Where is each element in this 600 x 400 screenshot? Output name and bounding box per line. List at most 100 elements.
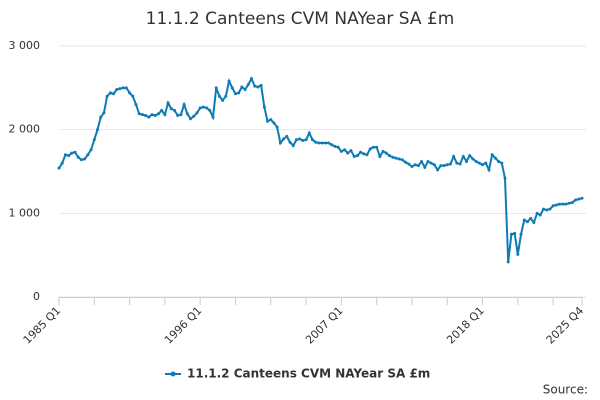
data-point: [275, 125, 279, 129]
data-point: [272, 121, 276, 125]
data-point: [452, 154, 456, 158]
data-point: [233, 92, 237, 96]
data-point: [70, 151, 74, 155]
data-point: [484, 161, 488, 165]
data-point: [423, 165, 427, 169]
data-point: [551, 204, 555, 208]
data-point: [580, 196, 584, 200]
data-point: [349, 149, 353, 153]
data-point: [179, 113, 183, 117]
chart-title: 11.1.2 Canteens CVM NAYear SA £m: [146, 9, 455, 29]
data-point: [477, 161, 481, 165]
data-point: [394, 156, 398, 160]
source: Source:: [543, 383, 588, 397]
data-point: [420, 159, 424, 163]
data-point: [262, 105, 266, 109]
data-point: [413, 163, 417, 167]
legend-label: 11.1.2 Canteens CVM NAYear SA £m: [187, 367, 430, 381]
data-point: [83, 157, 87, 161]
data-point: [288, 140, 292, 144]
data-point: [503, 176, 507, 180]
data-point: [310, 138, 314, 142]
data-point: [89, 148, 93, 152]
data-point: [410, 164, 414, 168]
data-point: [57, 166, 61, 170]
x-tick-label: 2018 Q1: [444, 304, 487, 347]
data-point: [346, 151, 350, 155]
data-point: [230, 86, 234, 90]
data-point: [497, 159, 501, 163]
data-point: [535, 211, 539, 215]
data-point: [541, 207, 545, 211]
data-point: [545, 208, 549, 212]
data-point: [397, 157, 401, 161]
data-point: [291, 144, 295, 148]
data-point: [371, 145, 375, 149]
data-point: [301, 139, 305, 143]
data-point: [323, 141, 327, 145]
data-point: [548, 207, 552, 211]
data-point: [243, 88, 247, 92]
data-point: [378, 154, 382, 158]
data-point: [404, 160, 408, 164]
data-point: [525, 220, 529, 224]
data-point: [500, 161, 504, 165]
data-point: [176, 113, 180, 117]
data-point: [128, 91, 132, 95]
data-point: [189, 117, 193, 121]
data-point: [407, 162, 411, 166]
data-point: [250, 77, 254, 81]
data-point: [343, 148, 347, 152]
data-point: [474, 159, 478, 163]
data-point: [509, 232, 513, 236]
data-point: [259, 83, 263, 87]
data-point: [336, 145, 340, 149]
data-point: [471, 157, 475, 161]
data-point: [327, 141, 331, 145]
data-point: [375, 145, 379, 149]
data-point: [298, 137, 302, 141]
data-point: [211, 115, 215, 119]
data-point: [169, 107, 173, 111]
data-point: [320, 141, 324, 145]
series-line: [58, 76, 583, 262]
data-point: [185, 112, 189, 116]
data-point: [182, 103, 186, 107]
data-point: [240, 85, 244, 89]
y-tick-label: 0: [33, 290, 40, 303]
data-point: [384, 151, 388, 155]
y-tick-label: 2 000: [9, 123, 41, 136]
data-point: [86, 153, 90, 157]
data-point: [160, 108, 164, 112]
data-point: [439, 164, 443, 168]
data-point: [490, 153, 494, 157]
data-point: [99, 115, 103, 119]
data-point: [529, 216, 533, 220]
data-point: [487, 168, 491, 172]
data-point: [121, 86, 125, 90]
data-point: [359, 150, 363, 154]
x-tick-label: 1985 Q1: [21, 304, 64, 347]
data-point: [368, 147, 372, 151]
data-point: [115, 88, 119, 92]
data-point: [208, 108, 212, 112]
data-point: [214, 86, 218, 90]
legend-marker: [170, 371, 176, 377]
data-point: [339, 149, 343, 153]
data-point: [461, 154, 465, 158]
data-point: [436, 168, 440, 172]
data-point: [481, 163, 485, 167]
y-tick-label: 3 000: [9, 39, 41, 52]
data-point: [381, 149, 385, 153]
data-point: [112, 92, 116, 96]
data-point: [387, 154, 391, 158]
data-point: [513, 231, 517, 235]
data-point: [574, 198, 578, 202]
data-point: [282, 137, 286, 141]
data-point: [285, 134, 289, 138]
data-point: [156, 112, 160, 116]
data-point: [468, 154, 472, 158]
data-point: [506, 260, 510, 264]
data-point: [76, 155, 80, 159]
data-point: [269, 118, 273, 122]
